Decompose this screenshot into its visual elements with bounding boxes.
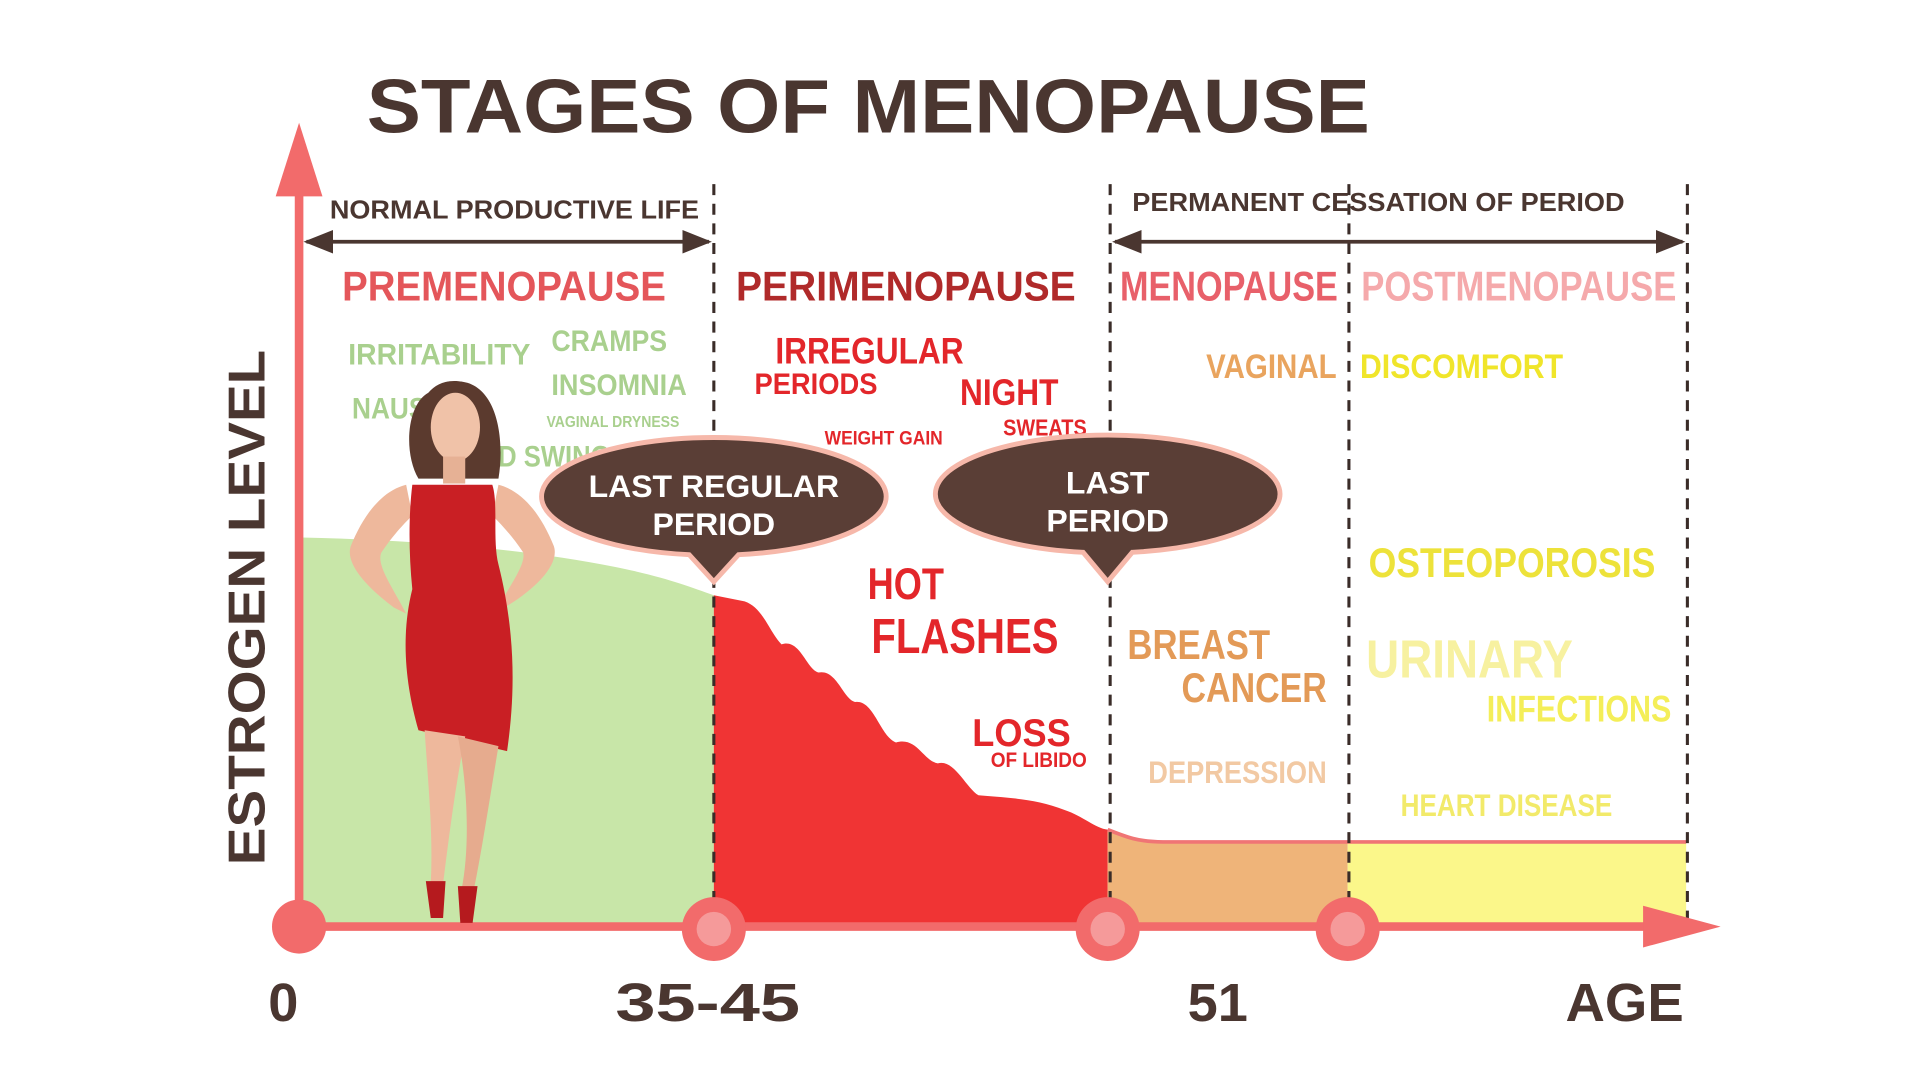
- postmenopause-area: [1347, 841, 1687, 923]
- symptom: CANCER: [1182, 664, 1327, 711]
- symptom: DISCOMFORT: [1360, 348, 1563, 386]
- estrogen-curve: [1107, 827, 1687, 844]
- symptom: CRAMPS: [551, 325, 667, 358]
- axis-node: [1090, 911, 1125, 947]
- symptom: FLASHES: [871, 609, 1058, 664]
- symptom: URINARY: [1366, 630, 1573, 690]
- stage-heading: PREMENOPAUSE: [342, 263, 666, 310]
- axis-node: [272, 899, 327, 954]
- callout-text: LAST REGULAR: [589, 468, 840, 504]
- axis-node: [1330, 911, 1365, 947]
- symptom: OF LIBIDO: [991, 749, 1087, 772]
- age-label: 51: [1188, 973, 1248, 1033]
- stage-heading: MENOPAUSE: [1120, 263, 1338, 310]
- symptom: DEPRESSION: [1148, 754, 1326, 790]
- symptom: HEART DISEASE: [1401, 787, 1613, 823]
- age-label: 35-45: [615, 973, 800, 1033]
- callout: LAST REGULAR PERIOD: [539, 435, 889, 586]
- symptom: BREAST: [1127, 621, 1270, 668]
- y-axis-label: ESTROGEN LEVEL: [218, 350, 276, 865]
- callout-text: LAST: [1066, 464, 1150, 500]
- symptom: WEIGHT GAIN: [825, 427, 943, 449]
- span-label: NORMAL PRODUCTIVE LIFE: [330, 196, 699, 224]
- callout: LAST PERIOD: [932, 432, 1283, 586]
- x-axis-label: AGE: [1566, 973, 1684, 1033]
- symptom: VAGINAL: [1206, 348, 1336, 386]
- x-axis-arrowhead: [1643, 905, 1721, 948]
- stage-heading: POSTMENOPAUSE: [1361, 263, 1676, 310]
- perimenopause-area: [713, 595, 1108, 923]
- menopause-area: [1107, 829, 1348, 923]
- symptom: IRRITABILITY: [348, 339, 530, 372]
- symptom: HOT: [868, 560, 944, 609]
- axis-nodes: [272, 897, 1380, 961]
- age-label: 0: [268, 973, 298, 1033]
- perimenopause-symptoms: IRREGULAR PERIODS NIGHT SWEATS WEIGHT GA…: [754, 330, 1086, 772]
- symptom: OSTEOPOROSIS: [1369, 539, 1656, 586]
- y-axis-arrowhead: [275, 122, 323, 197]
- symptom: NIGHT: [960, 372, 1059, 413]
- axis-node: [696, 911, 732, 947]
- callout-text: PERIOD: [653, 506, 776, 542]
- symptom: VAGINAL DRYNESS: [546, 414, 679, 431]
- span-label: PERMANENT CESSATION OF PERIOD: [1132, 189, 1624, 217]
- callout-text: PERIOD: [1046, 502, 1169, 538]
- symptom: PERIODS: [754, 368, 877, 401]
- symptom: INSOMNIA: [551, 369, 686, 402]
- woman-illustration: [349, 380, 555, 923]
- stage-heading: PERIMENOPAUSE: [736, 263, 1076, 310]
- symptom: INFECTIONS: [1487, 689, 1672, 730]
- symptom: LOSS: [972, 711, 1070, 755]
- title: STAGES OF MENOPAUSE: [367, 65, 1370, 150]
- symptom: IRREGULAR: [775, 330, 963, 371]
